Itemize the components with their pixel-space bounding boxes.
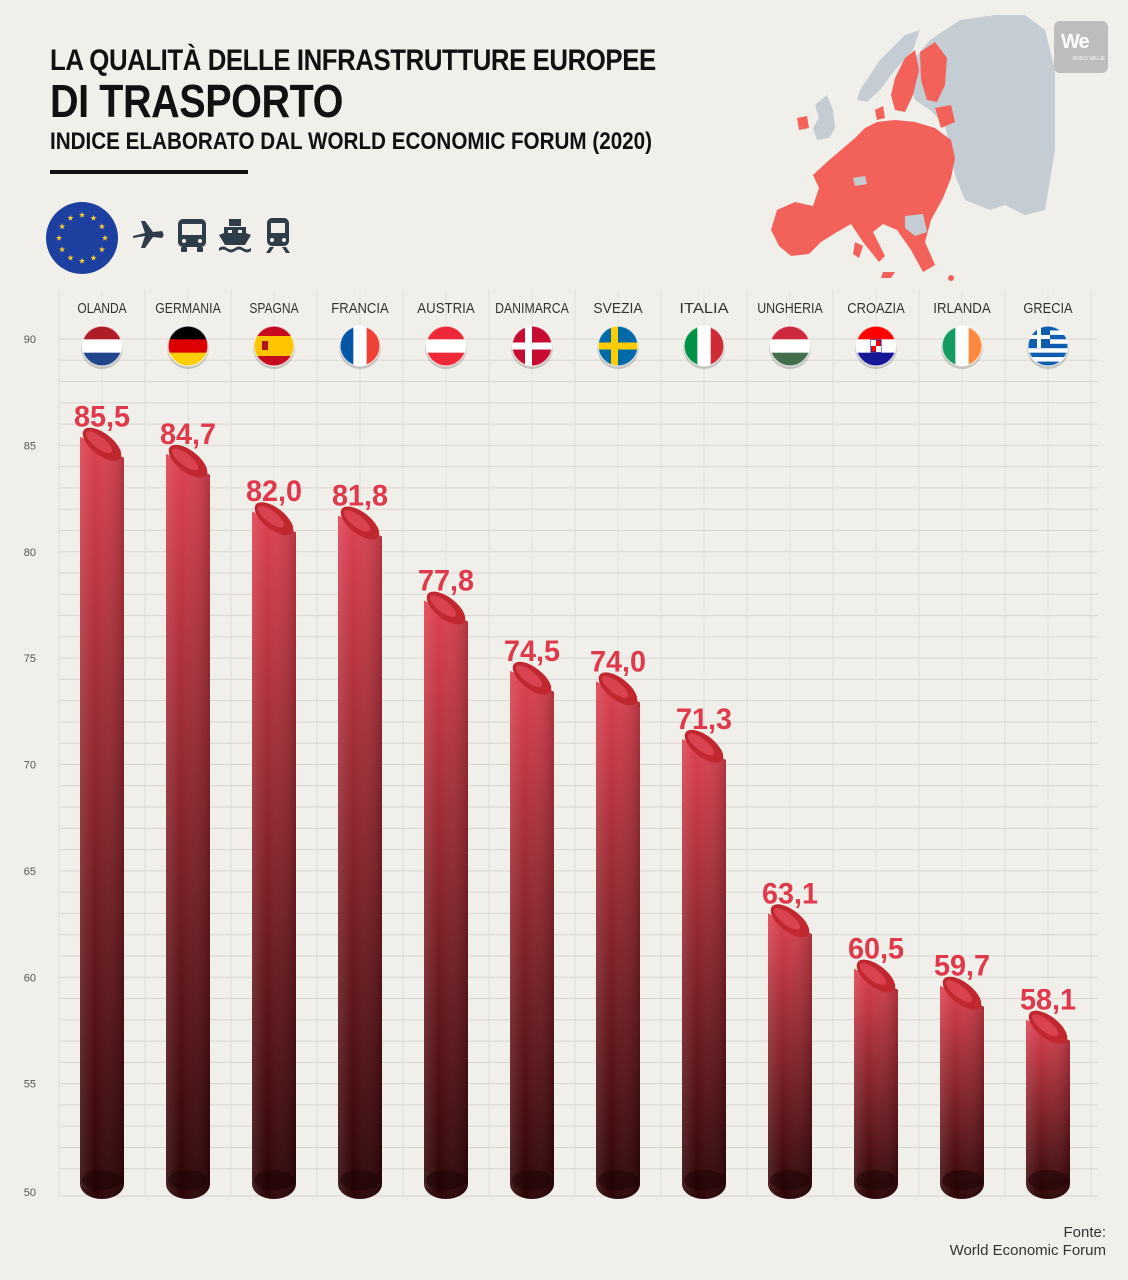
eu-star-icon bbox=[78, 257, 86, 264]
y-tick-label: 70 bbox=[24, 760, 36, 772]
bar bbox=[510, 661, 554, 1199]
y-tick-label: 85 bbox=[24, 440, 36, 452]
eu-star-icon bbox=[67, 214, 74, 221]
category-label: DANIMARCA bbox=[495, 300, 569, 317]
eu-star-icon bbox=[90, 214, 97, 221]
category-label: FRANCIA bbox=[331, 300, 388, 317]
flag-at-icon bbox=[425, 325, 467, 369]
bar-value-label: 59,7 bbox=[934, 950, 990, 983]
flag-nl-icon bbox=[81, 325, 123, 369]
flag-ie-icon bbox=[941, 325, 983, 369]
bar-value-label: 71,3 bbox=[676, 703, 732, 736]
bar-value-label: 77,8 bbox=[418, 565, 474, 598]
bar bbox=[940, 976, 984, 1199]
europe-map-icon bbox=[771, 15, 1055, 281]
flag-hu-icon bbox=[769, 325, 811, 369]
source-label: Fonte: bbox=[1063, 1224, 1106, 1241]
bar-value-label: 81,8 bbox=[332, 479, 388, 512]
category-label: GRECIA bbox=[1023, 300, 1072, 317]
flag-fr-icon bbox=[339, 325, 381, 369]
eu-flag-icon bbox=[46, 202, 118, 274]
bar bbox=[252, 502, 296, 1199]
ship-icon bbox=[219, 219, 251, 253]
subtitle: INDICE ELABORATO DAL WORLD ECONOMIC FORU… bbox=[50, 128, 653, 155]
eu-star-icon bbox=[59, 246, 66, 253]
train-icon bbox=[266, 218, 290, 253]
category-label: GERMANIA bbox=[155, 300, 221, 317]
brand-logo: We BUILD VALUE bbox=[1054, 21, 1108, 73]
flag-dk-icon bbox=[511, 325, 553, 369]
bar bbox=[166, 444, 210, 1199]
category-label: AUSTRIA bbox=[417, 300, 474, 317]
bar bbox=[768, 904, 812, 1199]
eu-star-icon bbox=[98, 223, 105, 230]
y-tick-label: 55 bbox=[24, 1079, 36, 1091]
bar-value-label: 74,5 bbox=[504, 635, 560, 668]
bar bbox=[80, 427, 124, 1199]
y-tick-label: 90 bbox=[24, 334, 36, 346]
eu-star-icon bbox=[67, 254, 74, 261]
eu-star-icon bbox=[55, 234, 63, 241]
bar-value-label: 63,1 bbox=[762, 877, 818, 910]
category-label: SVEZIA bbox=[593, 300, 642, 317]
logo-text: We bbox=[1061, 31, 1090, 53]
bar bbox=[424, 591, 468, 1199]
title-line-1: LA QUALITÀ DELLE INFRASTRUTTURE EUROPEE bbox=[50, 44, 656, 77]
source-name: World Economic Forum bbox=[949, 1242, 1106, 1259]
bar-value-label: 82,0 bbox=[246, 475, 302, 508]
bar-value-label: 74,0 bbox=[590, 645, 646, 678]
bar-value-label: 60,5 bbox=[848, 933, 904, 966]
bar-value-label: 85,5 bbox=[74, 401, 130, 434]
logo-subtext: BUILD VALUE bbox=[1073, 56, 1106, 62]
bar bbox=[1026, 1010, 1070, 1199]
y-tick-label: 50 bbox=[24, 1187, 36, 1199]
bar-value-label: 84,7 bbox=[160, 418, 216, 451]
source-note: Fonte: World Economic Forum bbox=[950, 1224, 1106, 1260]
bar bbox=[854, 959, 898, 1199]
airplane-icon bbox=[133, 221, 164, 248]
category-label: ITALIA bbox=[679, 300, 728, 317]
eu-star-icon bbox=[78, 211, 86, 218]
flag-it-icon bbox=[683, 325, 725, 369]
flag-es-icon bbox=[253, 325, 295, 369]
category-label: UNGHERIA bbox=[757, 300, 823, 317]
bar bbox=[682, 729, 726, 1199]
title-divider bbox=[50, 170, 248, 174]
y-tick-label: 60 bbox=[24, 972, 36, 984]
y-tick-label: 80 bbox=[24, 547, 36, 559]
category-label: OLANDA bbox=[77, 300, 126, 317]
eu-star-icon bbox=[90, 254, 97, 261]
category-label: CROAZIA bbox=[847, 300, 904, 317]
category-label: IRLANDA bbox=[933, 300, 990, 317]
bar bbox=[338, 506, 382, 1199]
flag-gr-icon bbox=[1027, 325, 1069, 369]
flag-de-icon bbox=[167, 325, 209, 369]
eu-star-icon bbox=[98, 246, 105, 253]
y-tick-label: 75 bbox=[24, 653, 36, 665]
title-line-2: DI TRASPORTO bbox=[50, 75, 344, 127]
flag-se-icon bbox=[597, 325, 639, 369]
y-tick-label: 65 bbox=[24, 866, 36, 878]
eu-star-icon bbox=[59, 223, 66, 230]
bar-value-label: 58,1 bbox=[1020, 984, 1076, 1017]
bar bbox=[596, 672, 640, 1199]
bus-icon bbox=[178, 219, 206, 252]
flag-hr-icon bbox=[855, 325, 897, 369]
category-label: SPAGNA bbox=[249, 300, 298, 317]
eu-star-icon bbox=[101, 234, 109, 241]
